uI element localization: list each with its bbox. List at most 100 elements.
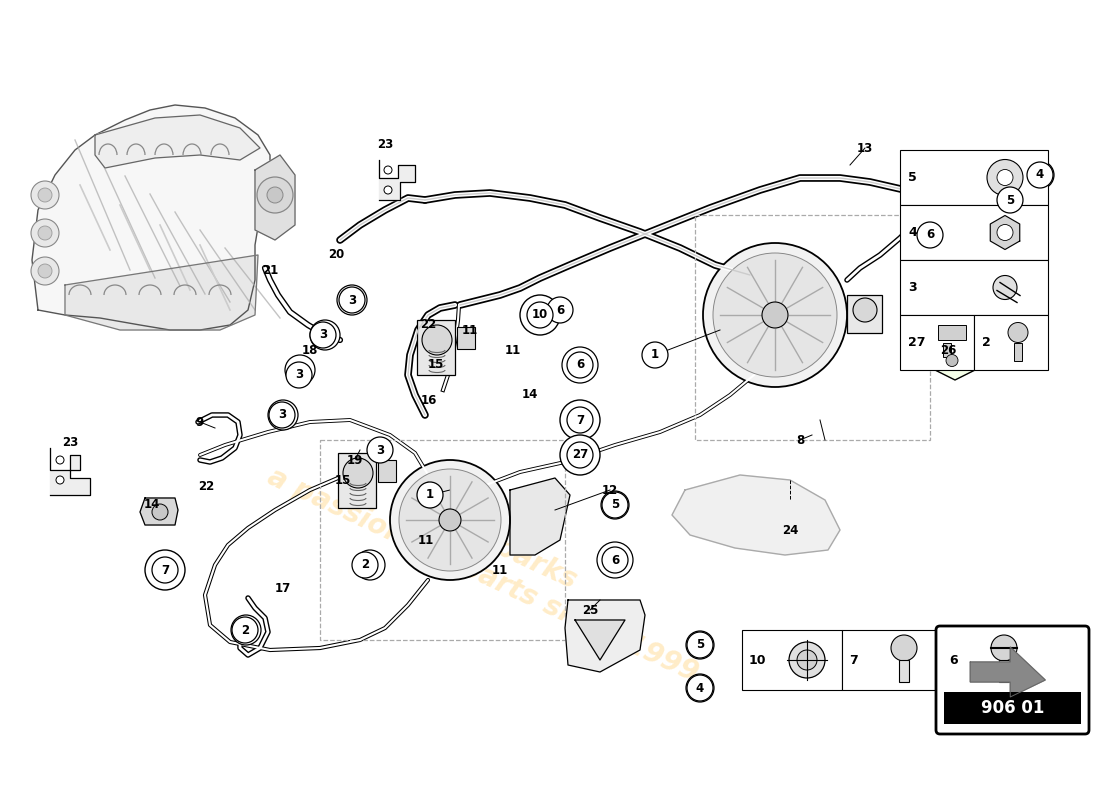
Polygon shape	[575, 620, 625, 660]
Text: 5: 5	[1005, 194, 1014, 206]
Bar	[842, 630, 942, 690]
Circle shape	[566, 352, 593, 378]
Circle shape	[987, 159, 1023, 195]
Text: 4: 4	[1036, 169, 1044, 182]
Text: 23: 23	[62, 435, 78, 449]
Circle shape	[145, 550, 185, 590]
Circle shape	[399, 469, 501, 571]
Text: 6: 6	[576, 358, 584, 371]
Text: 27: 27	[908, 336, 925, 349]
Text: 4: 4	[696, 682, 704, 694]
Bar	[378, 460, 396, 482]
Text: 27: 27	[572, 449, 588, 462]
Bar	[900, 150, 1048, 205]
Bar	[320, 440, 565, 640]
Circle shape	[997, 187, 1023, 213]
Text: 1: 1	[651, 349, 659, 362]
Polygon shape	[672, 475, 840, 555]
Circle shape	[912, 217, 948, 253]
Text: 3: 3	[376, 443, 384, 457]
Text: autosparks
a passion for parts since 1999: autosparks a passion for parts since 199…	[263, 433, 716, 687]
Circle shape	[232, 617, 258, 643]
Text: 6: 6	[949, 654, 958, 666]
Text: 16: 16	[421, 394, 437, 406]
Circle shape	[602, 547, 628, 573]
Text: 10: 10	[749, 654, 767, 666]
Text: 3: 3	[348, 294, 356, 306]
Bar	[847, 295, 882, 333]
Circle shape	[365, 560, 375, 570]
Bar	[338, 453, 376, 508]
Text: 20: 20	[328, 249, 344, 262]
Circle shape	[1027, 162, 1053, 188]
Text: 12: 12	[602, 483, 618, 497]
Circle shape	[367, 437, 393, 463]
Polygon shape	[95, 115, 260, 168]
Circle shape	[958, 245, 978, 265]
Text: 7: 7	[576, 414, 584, 426]
Text: 25: 25	[582, 603, 598, 617]
Circle shape	[560, 400, 600, 440]
Polygon shape	[930, 155, 1005, 380]
Circle shape	[310, 322, 336, 348]
Text: 15: 15	[428, 358, 444, 371]
Circle shape	[520, 295, 560, 335]
Circle shape	[384, 166, 392, 174]
Circle shape	[991, 635, 1018, 661]
Text: 5: 5	[908, 171, 916, 184]
Circle shape	[39, 188, 52, 202]
Circle shape	[1026, 161, 1054, 189]
Bar	[999, 660, 1009, 682]
Text: 17: 17	[275, 582, 292, 594]
Circle shape	[285, 355, 315, 385]
Text: 4: 4	[908, 226, 916, 239]
Circle shape	[268, 400, 298, 430]
Circle shape	[997, 170, 1013, 186]
Circle shape	[1008, 322, 1028, 342]
Bar	[944, 692, 1081, 724]
Circle shape	[566, 407, 593, 433]
FancyBboxPatch shape	[936, 626, 1089, 734]
Circle shape	[31, 219, 59, 247]
Circle shape	[417, 482, 443, 508]
Text: 11: 11	[505, 343, 521, 357]
Text: 9: 9	[196, 415, 205, 429]
Circle shape	[527, 302, 553, 328]
Polygon shape	[65, 255, 258, 330]
Circle shape	[384, 186, 392, 194]
Text: 3: 3	[908, 281, 916, 294]
Circle shape	[688, 632, 713, 658]
Circle shape	[1005, 195, 1015, 205]
Circle shape	[852, 298, 877, 322]
Circle shape	[152, 504, 168, 520]
Text: 24: 24	[782, 523, 799, 537]
Text: 11: 11	[462, 323, 478, 337]
Text: 22: 22	[198, 481, 214, 494]
Circle shape	[789, 642, 825, 678]
Circle shape	[257, 177, 293, 213]
Circle shape	[688, 675, 713, 701]
Bar	[899, 660, 909, 682]
Circle shape	[355, 550, 385, 580]
Circle shape	[560, 435, 600, 475]
Text: 2: 2	[241, 623, 249, 637]
Circle shape	[39, 264, 52, 278]
Circle shape	[993, 275, 1018, 299]
Circle shape	[686, 631, 714, 659]
Text: 11: 11	[418, 534, 434, 546]
Circle shape	[642, 342, 668, 368]
Text: 3: 3	[278, 409, 286, 422]
Circle shape	[762, 302, 788, 328]
Text: 2: 2	[982, 336, 991, 349]
Bar	[417, 320, 455, 375]
Bar	[938, 325, 966, 339]
Circle shape	[270, 402, 295, 428]
Circle shape	[713, 253, 837, 377]
Text: 15: 15	[334, 474, 351, 486]
Text: 26: 26	[939, 343, 956, 357]
Circle shape	[917, 222, 943, 248]
Circle shape	[343, 458, 373, 488]
Text: 8: 8	[796, 434, 804, 446]
Circle shape	[31, 257, 59, 285]
Text: 10: 10	[532, 309, 548, 322]
